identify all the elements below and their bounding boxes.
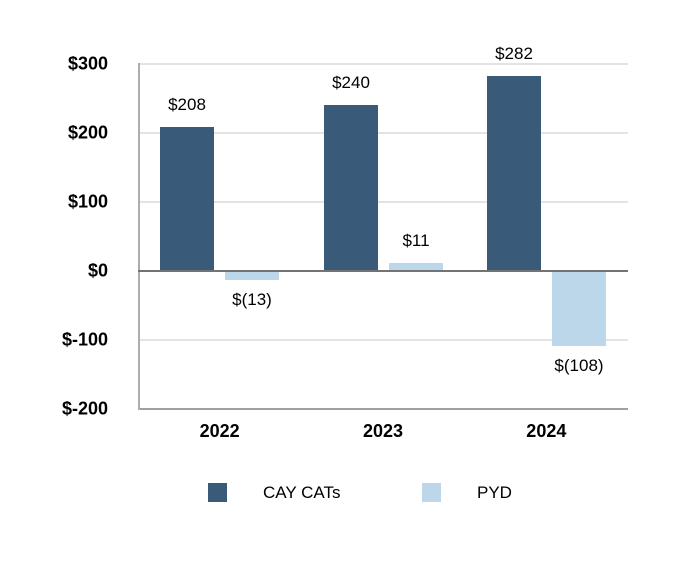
x-tick-label: 2024 xyxy=(526,421,567,441)
bar-pyd-2024 xyxy=(552,272,606,346)
gridline xyxy=(138,63,628,65)
y-tick-label: $300 xyxy=(67,53,108,74)
zero-axis-line xyxy=(138,270,628,272)
y-tick-label: $-200 xyxy=(61,398,108,419)
bar-cay-cats-2023 xyxy=(324,105,378,270)
data-label-cay-cats-2024: $282 xyxy=(495,44,533,63)
data-label-pyd-2024: $(108) xyxy=(554,356,604,375)
data-label-cay-cats-2023: $240 xyxy=(332,73,370,92)
x-tick-label: 2022 xyxy=(199,421,240,441)
y-tick-label: $0 xyxy=(87,260,108,281)
legend-swatch-cay-cats xyxy=(208,483,227,502)
gridline xyxy=(138,201,628,203)
bar-cay-cats-2022 xyxy=(160,127,214,270)
gridline xyxy=(138,339,628,341)
legend-label-cay-cats: CAY CATs xyxy=(263,483,341,502)
y-tick-label: $100 xyxy=(67,191,108,212)
bar-pyd-2023 xyxy=(389,263,443,270)
bar-cay-cats-2024 xyxy=(487,76,541,270)
gridline xyxy=(138,132,628,134)
data-label-pyd-2022: $(13) xyxy=(232,290,272,309)
data-label-cay-cats-2022: $208 xyxy=(168,95,206,114)
bar-pyd-2022 xyxy=(225,272,279,280)
legend-label-pyd: PYD xyxy=(477,483,512,502)
x-tick-label: 2023 xyxy=(362,421,404,441)
data-label-pyd-2023: $11 xyxy=(402,231,430,250)
axis-line-left xyxy=(138,63,140,410)
y-tick-label: $-100 xyxy=(61,329,108,350)
legend-swatch-pyd xyxy=(422,483,441,502)
plot-bottom-border xyxy=(138,408,628,410)
y-tick-label: $200 xyxy=(67,122,108,143)
